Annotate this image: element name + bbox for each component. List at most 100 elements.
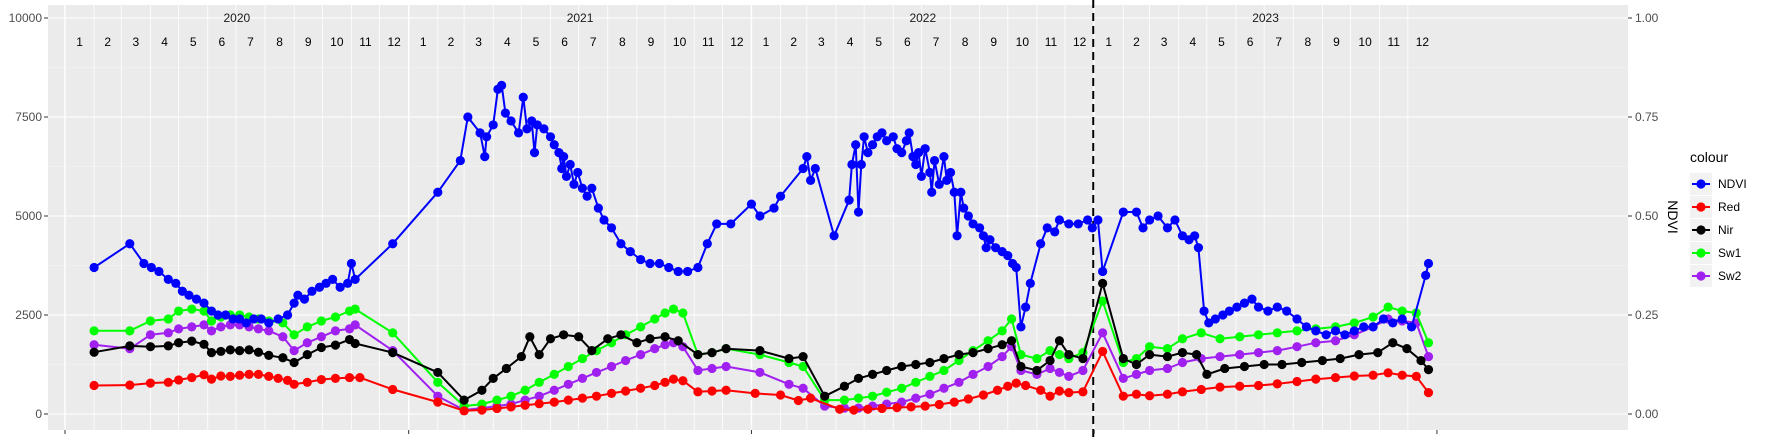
point-ndvi: [810, 163, 820, 174]
year-label: 2022: [909, 11, 936, 25]
point-red: [863, 404, 873, 414]
point-ndvi: [163, 274, 173, 284]
year-label: 2020: [223, 11, 250, 25]
point-ndvi: [1144, 215, 1155, 225]
point-sw1: [853, 393, 864, 403]
point-sw2: [316, 332, 326, 342]
point-nir: [145, 342, 156, 352]
point-red: [906, 402, 916, 412]
point-sw2: [534, 391, 544, 401]
point-sw2: [1118, 373, 1128, 383]
point-ndvi: [549, 140, 559, 150]
point-ndvi: [573, 167, 583, 178]
point-red: [721, 385, 731, 395]
point-ndvi: [561, 171, 572, 181]
point-red: [355, 372, 365, 383]
point-nir: [89, 347, 99, 357]
point-ndvi: [559, 152, 569, 162]
point-nir: [693, 350, 703, 360]
point-sw2: [1054, 367, 1065, 378]
point-sw1: [563, 361, 573, 372]
point-ndvi: [500, 108, 511, 118]
y2-axis-title: NDVI: [1665, 200, 1681, 233]
point-ndvi: [851, 140, 861, 150]
point-ndvi: [963, 211, 973, 221]
point-ndvi: [769, 203, 779, 213]
month-label: 11: [359, 35, 372, 49]
point-ndvi: [125, 239, 135, 249]
point-red: [1118, 391, 1128, 401]
point-sw2: [693, 365, 703, 376]
point-ndvi: [307, 286, 317, 296]
month-label: 9: [648, 35, 655, 49]
point-nir: [911, 359, 921, 370]
month-label: 2: [1133, 35, 1140, 49]
point-nir: [459, 395, 469, 405]
point-ndvi: [1054, 215, 1065, 225]
point-sw1: [1383, 302, 1393, 312]
month-label: 2: [448, 35, 455, 49]
point-nir: [302, 350, 312, 360]
point-sw2: [1045, 363, 1055, 374]
point-ndvi: [1340, 330, 1350, 340]
point-sw2: [264, 326, 274, 336]
point-red: [660, 377, 670, 387]
point-ndvi: [1011, 262, 1021, 273]
point-sw2: [174, 324, 184, 334]
point-ndvi: [1378, 314, 1389, 324]
point-nir: [235, 346, 245, 356]
point-red: [1054, 386, 1065, 396]
point-ndvi: [463, 112, 473, 122]
point-sw2: [968, 369, 978, 379]
point-ndvi: [1064, 219, 1074, 229]
point-ndvi: [859, 132, 869, 142]
month-label: 1: [1105, 35, 1112, 49]
point-red: [163, 377, 173, 387]
point-red: [1253, 380, 1264, 391]
point-ndvi: [904, 128, 914, 138]
point-nir: [545, 334, 556, 344]
point-ndvi: [593, 203, 603, 213]
point-red: [89, 380, 99, 391]
point-sw1: [911, 377, 921, 387]
point-ndvi: [1083, 215, 1093, 225]
point-sw1: [350, 304, 360, 314]
month-label: 7: [1275, 35, 1282, 49]
point-sw1: [1045, 346, 1055, 356]
legend-key-point-ndvi: [1696, 179, 1706, 189]
point-ndvi: [1263, 306, 1273, 316]
point-ndvi: [712, 219, 722, 229]
point-ndvi: [199, 298, 209, 308]
point-ndvi: [625, 247, 635, 257]
point-ndvi: [897, 148, 907, 158]
point-red: [1064, 388, 1074, 398]
point-sw1: [174, 306, 184, 316]
point-red: [1215, 382, 1225, 392]
point-red: [1098, 346, 1108, 357]
point-ndvi: [673, 266, 683, 277]
point-sw2: [1098, 328, 1108, 338]
legend-label-red: Red: [1718, 200, 1740, 214]
point-nir: [501, 363, 511, 374]
point-nir: [1006, 336, 1017, 346]
legend-label-nir: Nir: [1718, 223, 1733, 237]
point-ndvi: [1292, 314, 1302, 324]
point-red: [216, 371, 226, 381]
point-ndvi: [1421, 270, 1431, 280]
point-sw1: [206, 316, 217, 326]
month-label: 5: [190, 35, 197, 49]
point-sw1: [668, 304, 679, 314]
point-red: [892, 403, 902, 413]
point-sw1: [997, 326, 1007, 336]
month-label: 6: [904, 35, 911, 49]
point-red: [775, 390, 786, 400]
point-sw2: [1272, 346, 1282, 356]
point-nir: [1416, 355, 1426, 366]
point-sw1: [199, 306, 209, 316]
y2-tick-label: 1.00: [1635, 11, 1659, 25]
point-nir: [1202, 369, 1212, 379]
point-sw2: [591, 367, 602, 378]
point-ndvi: [877, 128, 887, 138]
point-sw1: [1272, 328, 1282, 338]
point-ndvi: [1162, 223, 1173, 233]
